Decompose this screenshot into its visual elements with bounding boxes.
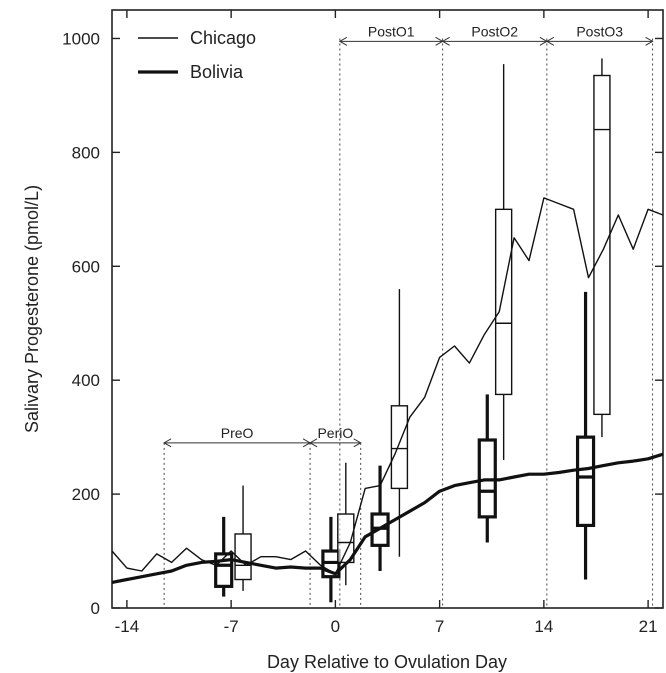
y-axis: 0 200 400 600 800 1000	[62, 29, 663, 618]
series-line-chicago	[111, 197, 664, 575]
legend: Chicago Bolivia	[138, 28, 256, 82]
y-tick-label: 1000	[62, 29, 100, 48]
phase-label: PeriO	[317, 425, 353, 441]
boxplot	[390, 289, 409, 557]
box-body	[494, 208, 513, 396]
box-body	[390, 405, 409, 490]
boxplot	[575, 291, 596, 580]
y-tick-label: 600	[72, 257, 100, 276]
x-tick-label: 7	[435, 617, 444, 636]
phase-label: PreO	[221, 425, 254, 441]
boxplot	[593, 58, 611, 438]
phase-arrowhead-right	[645, 36, 654, 46]
x-tick-label: 21	[639, 617, 658, 636]
x-tick-label: -14	[115, 617, 140, 636]
plot-area: PreO PeriO PostO1 PostO2 PostO3	[111, 9, 664, 609]
phase-label: PostO3	[576, 23, 623, 39]
phase-arrowhead-left	[309, 438, 318, 448]
y-tick-label: 0	[91, 599, 100, 618]
legend-label: Chicago	[190, 28, 256, 48]
phase-label: PostO1	[368, 23, 415, 39]
x-tick-label: 14	[534, 617, 553, 636]
boxplot	[234, 485, 252, 591]
phase-arrowhead-left	[338, 36, 348, 46]
box-body	[575, 435, 596, 528]
y-tick-label: 400	[72, 371, 100, 390]
phase-arrowhead-left	[163, 438, 172, 448]
box-body	[234, 533, 252, 581]
boxplot	[477, 394, 497, 543]
phase-arrowhead-right	[353, 438, 362, 448]
legend-label: Bolivia	[190, 62, 244, 82]
box-body	[593, 74, 611, 416]
y-tick-label: 200	[72, 485, 100, 504]
boxplots	[214, 58, 611, 603]
plot-frame	[111, 9, 664, 609]
series-lines	[111, 197, 664, 584]
boxplot	[370, 465, 390, 571]
x-tick-label: -7	[224, 617, 239, 636]
boxplot	[494, 64, 513, 460]
phase-markers: PreO PeriO PostO1 PostO2 PostO3	[163, 23, 654, 608]
series-line-bolivia	[111, 452, 664, 584]
phase-arrowhead-left	[545, 36, 555, 46]
x-tick-label: 0	[331, 617, 340, 636]
boxplot	[214, 516, 234, 597]
boxplot	[321, 516, 341, 603]
y-axis-title: Salivary Progesterone (pmol/L)	[22, 185, 42, 433]
phase-arrowhead-left	[441, 36, 450, 46]
x-axis: -14 -7 0 7 14 21	[115, 10, 658, 636]
phase-label: PostO2	[471, 23, 518, 39]
y-tick-label: 800	[72, 143, 100, 162]
x-axis-title: Day Relative to Ovulation Day	[267, 652, 507, 672]
